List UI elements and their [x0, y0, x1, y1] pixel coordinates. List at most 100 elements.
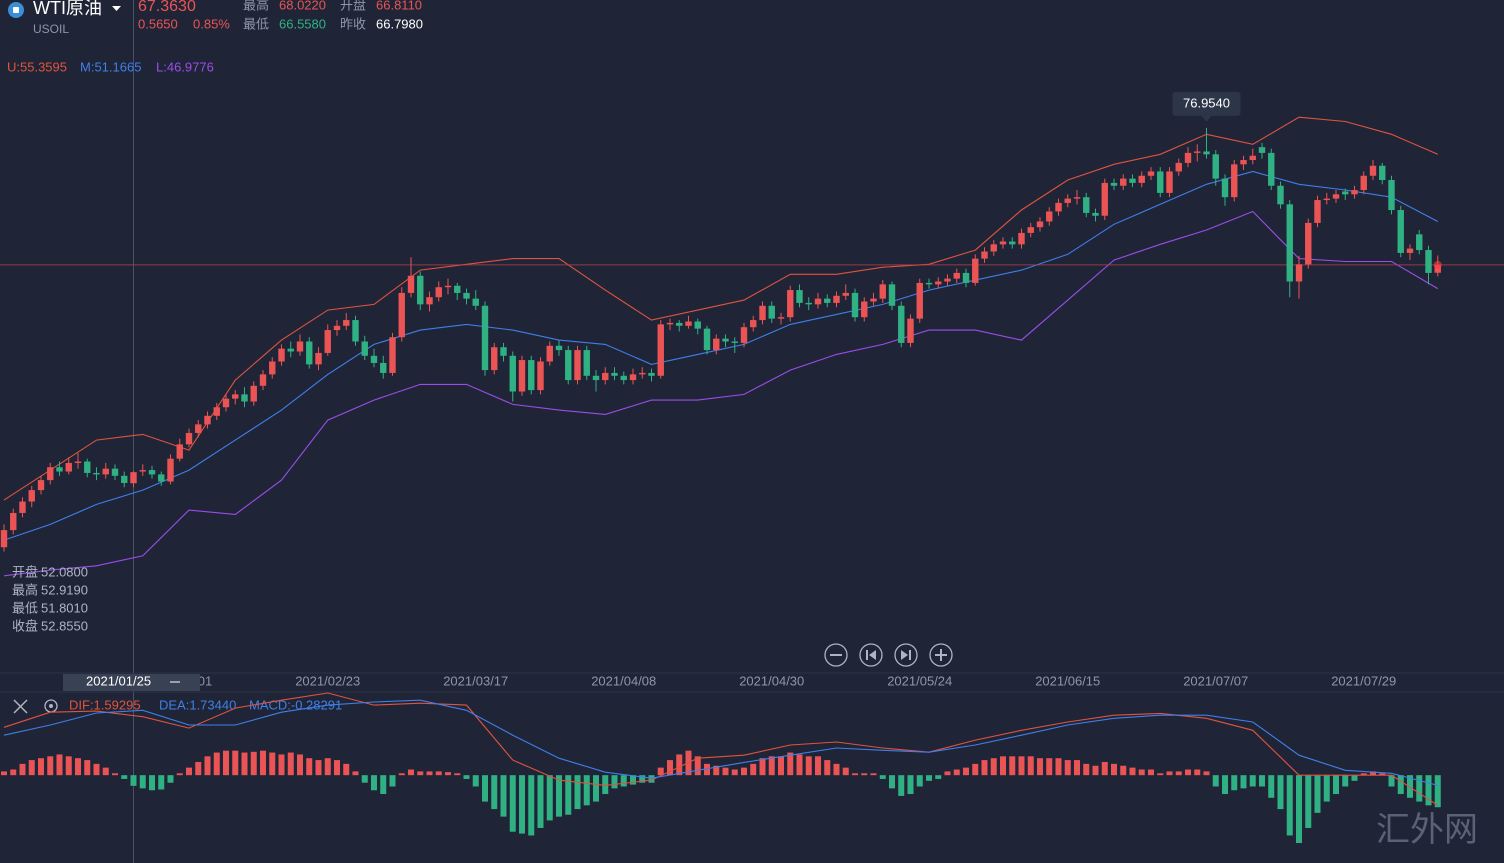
- candle-body: [703, 328, 711, 351]
- candle-body: [768, 305, 775, 319]
- candle-body: [1221, 178, 1229, 198]
- candle-body: [370, 355, 378, 363]
- macd-bar: [213, 752, 220, 776]
- watermark: 汇外网: [1376, 810, 1478, 850]
- zoom-out-button[interactable]: [824, 643, 848, 667]
- close-indicator-button[interactable]: [13, 699, 28, 714]
- candle-body: [287, 348, 294, 352]
- macd-bar: [352, 771, 359, 776]
- candle-body: [1268, 152, 1275, 186]
- boll-upper-label: U:55.3595: [7, 59, 67, 74]
- candle-body: [1009, 241, 1016, 245]
- candle-body: [333, 325, 341, 331]
- macd-bar: [297, 754, 303, 776]
- candle-body: [158, 474, 165, 482]
- candle-body: [898, 305, 905, 343]
- candle-body: [28, 490, 35, 502]
- macd-bar: [741, 767, 747, 776]
- candle-body: [1073, 197, 1081, 199]
- tooltip-value: 52.9190: [41, 582, 88, 597]
- macd-bar: [445, 772, 451, 776]
- crosshair-date-box: [63, 674, 200, 691]
- candle-body: [740, 327, 748, 343]
- macd-bar: [574, 775, 581, 810]
- macd-bar: [1129, 767, 1136, 776]
- candle-body: [306, 341, 313, 365]
- macd-bar: [824, 760, 831, 776]
- candle-body: [583, 350, 590, 376]
- candle-body: [546, 345, 553, 362]
- peak-label-box: [1172, 91, 1241, 116]
- zoom-in-button[interactable]: [929, 643, 953, 667]
- macd-bar: [583, 775, 590, 806]
- candle-body: [648, 372, 655, 376]
- macd-bar: [1296, 775, 1302, 844]
- macd-bar: [565, 775, 572, 815]
- scroll-end-button[interactable]: [894, 643, 918, 667]
- macd-bar: [491, 775, 498, 810]
- macd-bar: [1203, 771, 1210, 776]
- scroll-start-button[interactable]: [859, 643, 883, 667]
- candle-body: [278, 348, 285, 362]
- macd-bar: [1111, 763, 1117, 776]
- candle-body: [1194, 151, 1201, 153]
- macd-bar: [454, 773, 461, 776]
- macd-bar: [528, 775, 535, 836]
- symbol-name[interactable]: WTI原油: [33, 0, 102, 18]
- dropdown-arrow[interactable]: [112, 6, 121, 11]
- candle-body: [407, 275, 415, 293]
- candle-body: [1064, 198, 1071, 203]
- candle-body: [232, 394, 239, 399]
- symbol-icon-glyph: [13, 7, 19, 13]
- candle-body: [1046, 211, 1053, 222]
- candle-body: [361, 341, 368, 356]
- candle-body: [925, 282, 933, 285]
- macd-bar: [1305, 775, 1312, 828]
- macd-bar: [361, 775, 368, 783]
- candle-body: [1231, 164, 1238, 198]
- candle-body: [1277, 185, 1284, 205]
- candle-body: [426, 297, 433, 305]
- x-tick-label: 2021/07/29: [1331, 673, 1396, 688]
- macd-bar: [889, 775, 895, 789]
- candle-body: [731, 341, 738, 343]
- candle-body: [1036, 221, 1044, 228]
- candle-body: [1157, 171, 1164, 193]
- candle-body: [389, 337, 396, 373]
- macd-bar: [1194, 769, 1201, 776]
- macd-bar: [509, 775, 516, 832]
- prev-close-value: 66.7980: [376, 16, 423, 31]
- candle-body: [435, 287, 442, 298]
- dif-label: DIF:1.59295: [69, 697, 141, 712]
- x-tick-label: 2021/04/30: [739, 673, 804, 688]
- macd-bar: [1360, 773, 1367, 776]
- macd-bar: [306, 758, 313, 776]
- candle-body: [1388, 180, 1395, 211]
- candle-body: [37, 480, 45, 491]
- macd-bar: [1074, 760, 1080, 776]
- candle-body: [1416, 234, 1423, 251]
- candle-body: [1351, 190, 1358, 195]
- candle-body: [620, 375, 627, 381]
- macd-bar: [907, 775, 914, 795]
- candle-body: [472, 298, 479, 306]
- macd-bar: [38, 758, 44, 776]
- candle-body: [343, 320, 350, 326]
- candle-body: [1369, 165, 1377, 176]
- macd-bar: [1018, 756, 1025, 776]
- macd-bar: [1425, 775, 1432, 806]
- boll-upper-line: [3, 116, 1439, 501]
- macd-bar: [1037, 758, 1043, 776]
- candle-body: [1147, 171, 1155, 176]
- price-change: 0.5650: [138, 16, 178, 31]
- candle-body: [1212, 154, 1219, 179]
- x-tick-label: 2021/02/23: [295, 673, 360, 688]
- x-tick-label: 2021/05/24: [887, 673, 952, 688]
- candle-body: [1092, 212, 1099, 216]
- macd-bar: [593, 775, 599, 802]
- macd-bar: [28, 760, 35, 776]
- boll-lower-label: L:46.9776: [156, 59, 214, 74]
- candle-body: [1175, 162, 1182, 172]
- candle-body: [204, 415, 211, 425]
